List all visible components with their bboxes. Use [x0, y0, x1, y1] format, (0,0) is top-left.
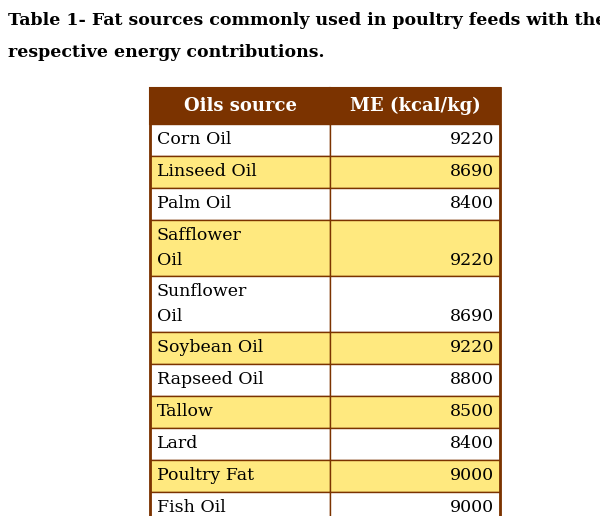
Bar — [330, 396, 500, 428]
Bar — [330, 276, 500, 332]
Text: 9220: 9220 — [449, 252, 494, 269]
Bar — [150, 156, 330, 188]
Bar — [150, 428, 330, 460]
Text: Rapseed Oil: Rapseed Oil — [157, 372, 263, 389]
Text: 8800: 8800 — [450, 372, 494, 389]
Bar — [330, 460, 500, 492]
Text: Oil: Oil — [157, 252, 182, 269]
Bar — [330, 124, 500, 156]
Bar — [330, 156, 500, 188]
Bar — [330, 428, 500, 460]
Text: Oil: Oil — [157, 308, 182, 325]
Bar — [150, 460, 330, 492]
Bar — [150, 88, 500, 516]
Bar — [150, 492, 330, 516]
Text: Lard: Lard — [157, 436, 199, 453]
Text: ME (kcal/kg): ME (kcal/kg) — [350, 97, 481, 115]
Bar — [150, 364, 330, 396]
Bar — [150, 396, 330, 428]
Text: Table 1- Fat sources commonly used in poultry feeds with their: Table 1- Fat sources commonly used in po… — [8, 12, 600, 29]
Text: 8690: 8690 — [450, 308, 494, 325]
Text: Palm Oil: Palm Oil — [157, 196, 231, 213]
Text: 8500: 8500 — [450, 404, 494, 421]
Bar — [150, 124, 330, 156]
Bar — [330, 188, 500, 220]
Text: 9220: 9220 — [449, 132, 494, 149]
Bar — [150, 332, 330, 364]
Bar — [150, 88, 500, 124]
Text: 8400: 8400 — [450, 196, 494, 213]
Text: Sunflower: Sunflower — [157, 283, 247, 300]
Text: 9000: 9000 — [450, 467, 494, 485]
Bar — [330, 332, 500, 364]
Bar — [150, 276, 330, 332]
Text: 9220: 9220 — [449, 340, 494, 357]
Text: Fish Oil: Fish Oil — [157, 499, 226, 516]
Bar — [330, 364, 500, 396]
Text: 8400: 8400 — [450, 436, 494, 453]
Bar — [330, 492, 500, 516]
Text: Poultry Fat: Poultry Fat — [157, 467, 254, 485]
Text: Safflower: Safflower — [157, 227, 242, 244]
Bar — [150, 220, 330, 276]
Text: Oils source: Oils source — [184, 97, 296, 115]
Bar — [150, 188, 330, 220]
Text: 8690: 8690 — [450, 164, 494, 181]
Text: Soybean Oil: Soybean Oil — [157, 340, 263, 357]
Text: Corn Oil: Corn Oil — [157, 132, 232, 149]
Text: 9000: 9000 — [450, 499, 494, 516]
Text: Linseed Oil: Linseed Oil — [157, 164, 257, 181]
Text: Tallow: Tallow — [157, 404, 214, 421]
Text: respective energy contributions.: respective energy contributions. — [8, 44, 325, 61]
Bar — [330, 220, 500, 276]
